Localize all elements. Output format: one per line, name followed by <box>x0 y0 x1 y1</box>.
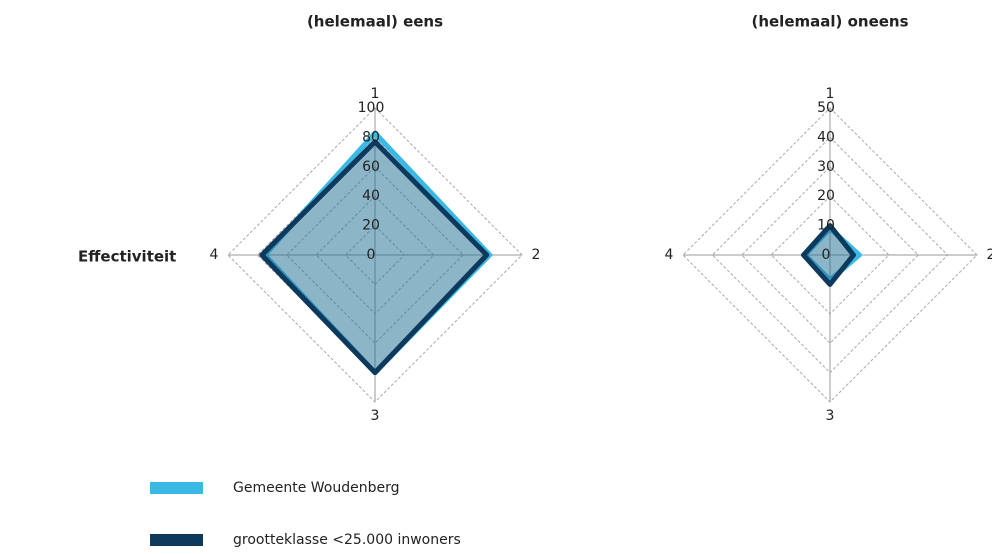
r-tick-label: 40 <box>362 188 380 204</box>
axis-label: 3 <box>371 408 380 424</box>
r-tick-label: 50 <box>817 100 835 116</box>
axis-label: 3 <box>826 408 835 424</box>
r-tick-label: 80 <box>362 129 380 145</box>
axis-label: 4 <box>210 247 219 263</box>
grid-ring <box>741 166 919 344</box>
legend-swatch <box>150 534 203 546</box>
r-tick-label: 100 <box>358 100 385 116</box>
series-area <box>259 139 490 376</box>
axis-label: 2 <box>987 247 992 263</box>
chart-title: (helemaal) eens <box>307 13 443 31</box>
r-tick-label: 20 <box>817 188 835 204</box>
r-tick-label: 0 <box>822 247 831 263</box>
legend-label: grootteklasse <25.000 inwoners <box>233 532 461 548</box>
axis-label: 2 <box>532 247 541 263</box>
chart-title: (helemaal) oneens <box>751 13 908 31</box>
r-tick-label: 20 <box>362 218 380 234</box>
series-area <box>801 223 857 287</box>
r-tick-label: 40 <box>817 129 835 145</box>
axis-label: 4 <box>665 247 674 263</box>
axis-label: 1 <box>371 86 380 102</box>
grid-ring <box>286 166 464 344</box>
legend-label: Gemeente Woudenberg <box>233 480 399 496</box>
axis-label: 1 <box>826 86 835 102</box>
r-tick-label: 60 <box>362 159 380 175</box>
r-tick-label: 30 <box>817 159 835 175</box>
legend-swatch <box>150 482 203 494</box>
row-label: Effectiviteit <box>78 248 176 266</box>
r-tick-label: 10 <box>817 218 835 234</box>
r-tick-label: 0 <box>367 247 376 263</box>
grid-ring <box>344 224 406 286</box>
